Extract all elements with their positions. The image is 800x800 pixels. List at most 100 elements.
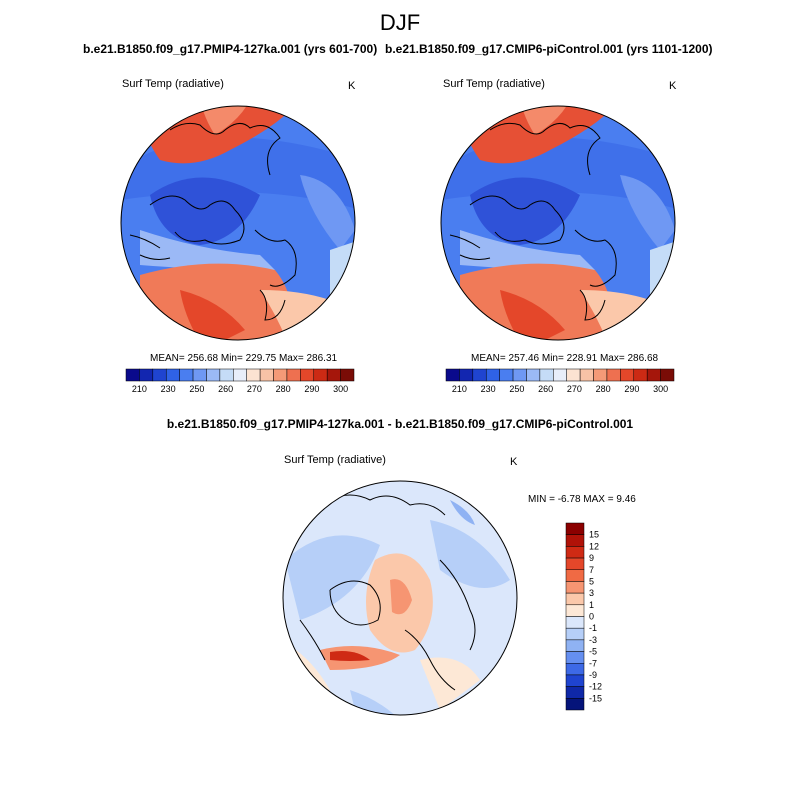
difference-colorbar-tick-label: -12 [589,682,602,692]
difference-colorbar-swatch [565,686,585,699]
panel-1-colorbar-swatch [246,368,261,382]
panel-2-colorbar-swatch [472,368,487,382]
difference-colorbar-swatch [565,557,585,570]
difference-colorbar-swatch [565,663,585,676]
panel-2-colorbar-tick-label: 290 [624,384,639,394]
panel-1-colorbar-swatch [273,368,288,382]
panel-1-colorbar-swatch [259,368,274,382]
difference-colorbar-swatch [565,639,585,652]
difference-minmax: MIN = -6.78 MAX = 9.46 [528,494,636,505]
panel-2-colorbar-swatch [566,368,581,382]
panel-2-colorbar-tick-label: 250 [509,384,524,394]
difference-colorbar-swatch [565,592,585,606]
panel-2-title: b.e21.B1850.f09_g17.CMIP6-piControl.001 … [385,42,713,56]
difference-colorbar-swatch [565,627,585,641]
difference-colorbar-tick-label: 7 [589,565,594,575]
panel-2-colorbar-swatch [512,368,527,382]
panel-1-colorbar-tick-label: 250 [189,384,204,394]
difference-colorbar-tick-label: -1 [589,623,597,633]
difference-colorbar-tick-label: -3 [589,635,597,645]
difference-colorbar-tick-label: -7 [589,658,597,668]
panel-1-colorbar-swatch [300,368,315,382]
panel-2-colorbar-tick-label: 230 [481,384,496,394]
panel-1-colorbar-tick-label: 210 [132,384,147,394]
panel-1-stats: MEAN= 256.68 Min= 229.75 Max= 286.31 [150,353,338,364]
panel-1-colorbar-tick-label: 260 [218,384,233,394]
panel-1-colorbar-tick-label: 300 [333,384,348,394]
panel-2-colorbar-swatch [499,368,514,382]
difference-variable-label: Surf Temp (radiative) [284,454,386,466]
difference-panel-title: b.e21.B1850.f09_g17.PMIP4-127ka.001 - b.… [166,417,634,431]
panel-1-colorbar-swatch [206,368,221,382]
difference-colorbar-swatch [565,616,585,629]
difference-colorbar-swatch [565,569,585,582]
panel-1-colorbar-swatch [179,368,194,382]
panel-2-colorbar: 210 230 250 260 270 280 290 300 [445,368,675,394]
panel-2-colorbar-swatch [606,368,621,382]
panel-1-colorbar-swatch [165,368,180,382]
panel-1-units-label: K [348,80,356,92]
panel-2-colorbar-tick-label: 270 [567,384,582,394]
panel-2-colorbar-swatch [445,368,460,382]
panel-2-polar-map [440,105,676,341]
panel-2-colorbar-swatch [633,368,648,382]
panel-1-colorbar-swatch [340,368,355,382]
panel-2-colorbar-tick-label: 280 [596,384,611,394]
difference-colorbar-tick-label: 15 [589,530,599,540]
figure-title: DJF [379,10,421,35]
panel-1-colorbar-swatch [219,368,234,382]
difference-colorbar-swatch [565,522,585,535]
difference-colorbar-tick-label: 0 [589,612,594,622]
panel-1-colorbar-swatch [313,368,328,382]
difference-colorbar-tick-label: 1 [589,600,594,610]
difference-colorbar-swatch [565,581,585,594]
panel-1-colorbar-swatch [152,368,167,382]
difference-colorbar-tick-label: 3 [589,588,594,598]
panel-1-colorbar-swatch [233,368,247,382]
panel-1-colorbar-tick-label: 280 [276,384,291,394]
difference-colorbar-tick-label: -15 [589,693,602,703]
panel-2-colorbar-swatch [620,368,635,382]
difference-colorbar-tick-label: -5 [589,647,597,657]
panel-2-colorbar-swatch [593,368,608,382]
panel-1-colorbar-swatch [125,368,140,382]
panel-2-colorbar-swatch [553,368,567,382]
panel-1-colorbar-swatch [286,368,301,382]
difference-colorbar-tick-label: 12 [589,541,599,551]
panel-1-title: b.e21.B1850.f09_g17.PMIP4-127ka.001 (yrs… [83,42,378,56]
panel-1-colorbar: 210 230 250 260 270 280 290 300 [125,368,355,394]
difference-colorbar-swatch [565,674,585,687]
difference-colorbar-swatch [565,651,585,664]
panel-2-colorbar-swatch [646,368,661,382]
panel-2-colorbar-swatch [485,368,500,382]
difference-colorbar-tick-label: 9 [589,553,594,563]
panel-2-colorbar-tick-label: 210 [452,384,467,394]
difference-units-label: K [510,456,518,468]
difference-colorbar-swatch [565,534,585,547]
panel-1-colorbar-tick-label: 230 [161,384,176,394]
panel-1-colorbar-swatch [139,368,154,382]
panel-1-polar-map [120,105,356,341]
panel-2-colorbar-swatch [660,368,675,382]
panel-1-variable-label: Surf Temp (radiative) [122,78,224,90]
difference-colorbar-tick-label: -9 [589,670,597,680]
panel-2-colorbar-swatch [459,368,474,382]
panel-1-colorbar-tick-label: 270 [247,384,262,394]
panel-2-units-label: K [669,80,677,92]
difference-polar-map [282,480,518,716]
panel-2-colorbar-swatch [526,368,541,382]
panel-2-colorbar-tick-label: 260 [538,384,553,394]
panel-2-colorbar-swatch [539,368,554,382]
panel-2-colorbar-swatch [579,368,594,382]
difference-colorbar-tick-label: 5 [589,576,594,586]
panel-2-variable-label: Surf Temp (radiative) [443,78,545,90]
difference-colorbar-swatch [565,698,585,711]
panel-2-stats: MEAN= 257.46 Min= 228.91 Max= 286.68 [471,353,659,364]
panel-1-colorbar-swatch [326,368,341,382]
difference-colorbar-swatch [565,604,585,617]
difference-colorbar-swatch [565,546,585,559]
panel-1-colorbar-swatch [192,368,207,382]
panel-2-colorbar-tick-label: 300 [653,384,668,394]
